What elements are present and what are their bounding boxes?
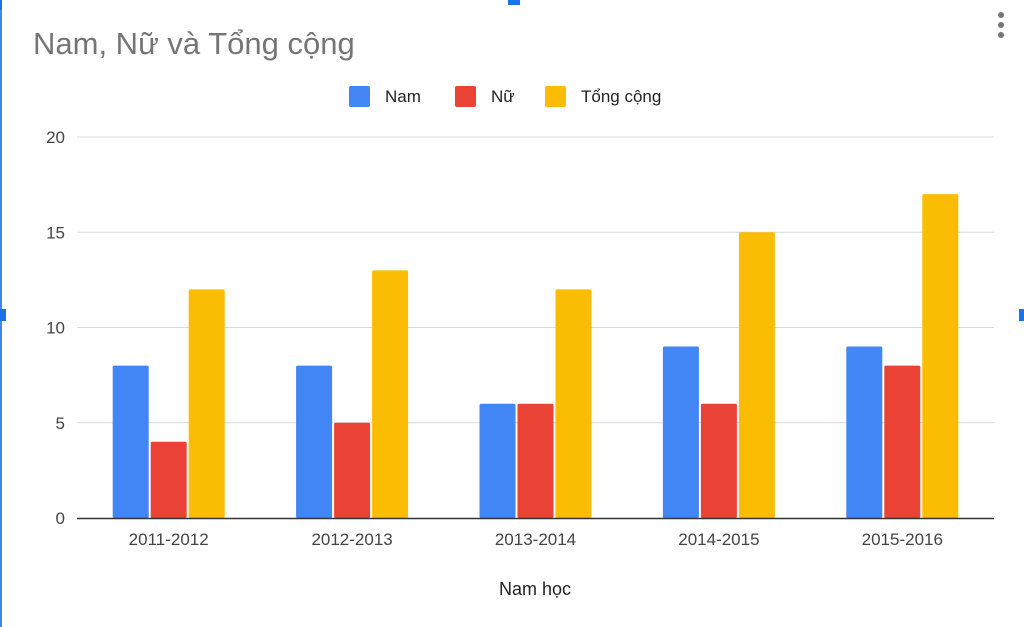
bar-nữ-2013-2014 [517, 403, 554, 518]
x-tick-label-2011-2012: 2011-2012 [129, 530, 209, 549]
legend-swatch-2 [545, 86, 566, 107]
selection-handle-right[interactable] [1019, 309, 1024, 321]
legend-label-2: Tổng cộng [581, 87, 661, 106]
y-tick-label-0: 0 [56, 509, 65, 528]
axes: 0 5 10 15 20 2011-2012 2012-2013 2013-2014 2014-… [46, 128, 994, 549]
bar-tổng-cộng-2013-2014 [555, 289, 592, 518]
selection-edge-left [0, 10, 2, 627]
x-tick-label-2014-2015: 2014-2015 [678, 530, 759, 549]
bar-nam-2014-2015 [662, 346, 699, 518]
bar-nam-2012-2013 [296, 365, 333, 518]
bars [112, 194, 959, 518]
selection-edge-left-top [0, 0, 2, 10]
x-tick-label-2012-2013: 2012-2013 [311, 530, 392, 549]
more-vert-icon[interactable] [992, 10, 1010, 42]
bar-tổng-cộng-2012-2013 [372, 270, 409, 518]
selection-handle-left[interactable] [0, 309, 6, 321]
x-axis-title: Nam học [499, 579, 571, 599]
y-tick-label-10: 10 [46, 319, 65, 338]
y-tick-label-5: 5 [56, 414, 65, 433]
bar-tổng-cộng-2011-2012 [188, 289, 225, 518]
x-tick-label-2015-2016: 2015-2016 [862, 530, 943, 549]
bar-nữ-2015-2016 [884, 365, 921, 518]
legend-swatch-1 [455, 86, 476, 107]
legend-label-1: Nữ [491, 87, 515, 106]
bar-nữ-2012-2013 [334, 422, 371, 518]
bar-nam-2015-2016 [846, 346, 883, 518]
bar-nam-2013-2014 [479, 403, 516, 518]
legend: Nam Nữ Tổng cộng [349, 86, 661, 107]
chart-title: Nam, Nữ và Tổng cộng [33, 26, 355, 61]
bar-nam-2011-2012 [112, 365, 149, 518]
x-tick-label-2013-2014: 2013-2014 [495, 530, 576, 549]
bar-tổng-cộng-2015-2016 [922, 194, 959, 518]
y-tick-label-15: 15 [46, 223, 65, 242]
selection-handle-top[interactable] [508, 0, 520, 5]
bar-nữ-2011-2012 [150, 441, 187, 518]
legend-label-0: Nam [385, 87, 421, 106]
legend-swatch-0 [349, 86, 370, 107]
bar-tổng-cộng-2014-2015 [738, 232, 775, 518]
bar-nữ-2014-2015 [700, 403, 737, 518]
y-tick-label-20: 20 [46, 128, 65, 147]
